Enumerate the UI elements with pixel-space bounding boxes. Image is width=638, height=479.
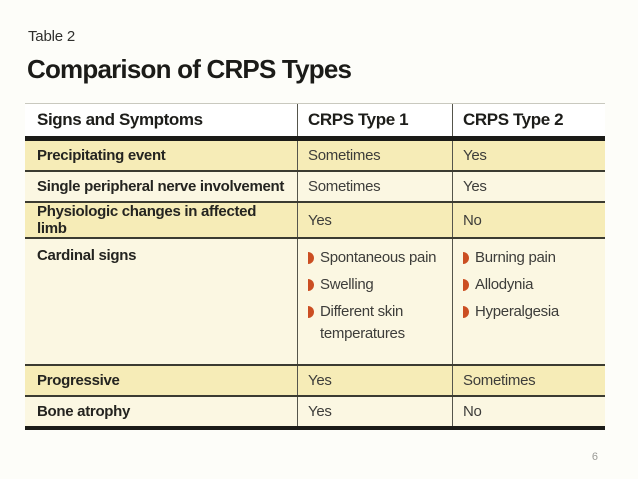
column-header-type2: CRPS Type 2 <box>452 104 605 136</box>
type1-bullet-list: Spontaneous pain Swelling Different skin… <box>308 247 444 345</box>
table-row: Physiologic changes in affected limb Yes… <box>25 203 605 239</box>
table-header-row: Signs and Symptoms CRPS Type 1 CRPS Type… <box>25 104 605 141</box>
type2-value: Yes <box>452 172 605 201</box>
type1-value: Yes <box>297 397 452 426</box>
list-item: Swelling <box>308 274 444 296</box>
table-row: Precipitating event Sometimes Yes <box>25 141 605 172</box>
list-item-text: Allodynia <box>475 276 534 293</box>
type1-value: Spontaneous pain Swelling Different skin… <box>297 239 452 364</box>
type1-value: Sometimes <box>297 141 452 170</box>
list-item-text: Swelling <box>320 276 374 293</box>
list-item-text: Hyperalgesia <box>475 303 559 320</box>
row-label: Cardinal signs <box>37 247 137 264</box>
slide-page-number: 6 <box>591 451 598 463</box>
list-item-text: Different skin temperatures <box>320 303 405 342</box>
table-row: Progressive Yes Sometimes <box>25 366 605 397</box>
bullet-arrow-icon <box>308 279 314 291</box>
type2-value: Sometimes <box>452 366 605 395</box>
row-label: Progressive <box>37 372 120 389</box>
bullet-arrow-icon <box>308 306 314 318</box>
row-label: Precipitating event <box>37 147 166 164</box>
bullet-arrow-icon <box>308 252 314 264</box>
type2-value: Yes <box>452 141 605 170</box>
table-row: Single peripheral nerve involvement Some… <box>25 172 605 203</box>
list-item-text: Burning pain <box>475 249 556 266</box>
table-eyebrow: Table 2 <box>28 28 75 45</box>
row-label: Single peripheral nerve involvement <box>37 178 285 195</box>
list-item-text: Spontaneous pain <box>320 249 437 266</box>
row-label: Bone atrophy <box>37 403 131 420</box>
column-header-signs: Signs and Symptoms <box>37 110 203 129</box>
type2-bullet-list: Burning pain Allodynia Hyperalgesia <box>463 247 559 323</box>
list-item: Burning pain <box>463 247 559 269</box>
list-item: Spontaneous pain <box>308 247 444 269</box>
list-item: Hyperalgesia <box>463 301 559 323</box>
table-row-cardinal-signs: Cardinal signs Spontaneous pain Swelling… <box>25 239 605 366</box>
row-label: Physiologic changes in affected limb <box>37 203 257 237</box>
bullet-arrow-icon <box>463 252 469 264</box>
type2-value: No <box>452 397 605 426</box>
type2-value: No <box>452 203 605 237</box>
list-item: Different skin temperatures <box>308 301 444 345</box>
table-row: Bone atrophy Yes No <box>25 397 605 426</box>
crps-comparison-table: Signs and Symptoms CRPS Type 1 CRPS Type… <box>25 103 605 430</box>
type2-value: Burning pain Allodynia Hyperalgesia <box>452 239 605 364</box>
type1-value: Sometimes <box>297 172 452 201</box>
bullet-arrow-icon <box>463 279 469 291</box>
column-header-type1: CRPS Type 1 <box>297 104 452 136</box>
bullet-arrow-icon <box>463 306 469 318</box>
type1-value: Yes <box>297 366 452 395</box>
list-item: Allodynia <box>463 274 559 296</box>
page-title: Comparison of CRPS Types <box>27 54 352 84</box>
type1-value: Yes <box>297 203 452 237</box>
